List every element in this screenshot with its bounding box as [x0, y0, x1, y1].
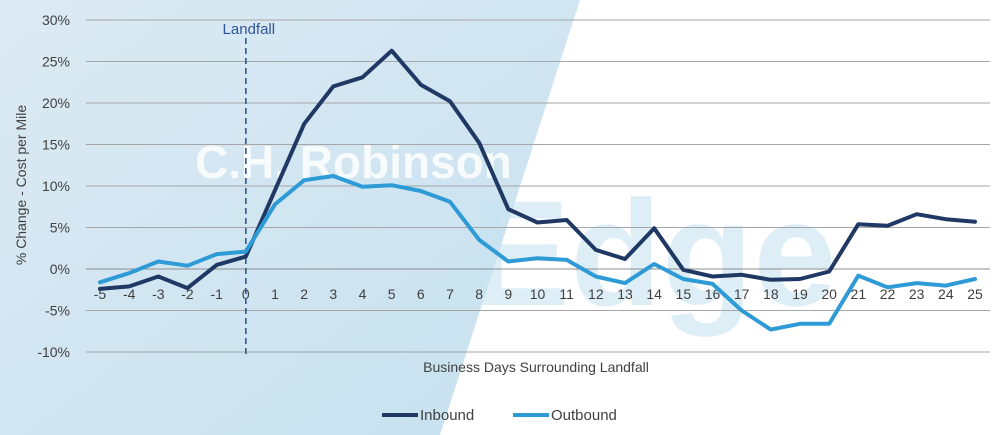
x-tick-label: -3 — [152, 286, 165, 302]
x-tick-label: 17 — [734, 286, 750, 302]
x-tick-label: 9 — [504, 286, 512, 302]
x-tick-label: 15 — [676, 286, 692, 302]
series-lines — [98, 48, 977, 332]
landfall-label: Landfall — [223, 21, 276, 38]
x-tick-label: -1 — [210, 286, 223, 302]
y-tick-label: 0% — [50, 261, 70, 277]
x-tick-label: 24 — [938, 286, 954, 302]
y-tick-label: 5% — [50, 220, 70, 236]
y-tick-label: 20% — [42, 95, 70, 111]
legend: Inbound Outbound — [382, 407, 617, 424]
x-tick-label: 8 — [475, 286, 483, 302]
y-axis: -10% -5% 0% 5% 10% 15% 20% 25% 30% — [37, 12, 70, 360]
x-tick-label: 5 — [388, 286, 396, 302]
watermark-shape — [0, 0, 580, 435]
series-line-outbound — [98, 174, 977, 332]
y-tick-label: 15% — [42, 137, 70, 153]
x-tick-label: 23 — [909, 286, 925, 302]
x-tick-label: -4 — [123, 286, 136, 302]
y-axis-title: % Change - Cost per Mile — [13, 105, 29, 266]
legend-label-outbound: Outbound — [551, 407, 617, 424]
x-tick-label: 10 — [530, 286, 546, 302]
legend-label-inbound: Inbound — [420, 407, 474, 424]
x-tick-label: 19 — [792, 286, 808, 302]
series-line-inbound — [98, 48, 977, 291]
x-tick-label: 22 — [880, 286, 896, 302]
y-tick-label: 25% — [42, 54, 70, 70]
x-tick-label: 7 — [446, 286, 454, 302]
x-axis: -5-4-3-2-1012345678910111213141516171819… — [94, 286, 983, 302]
x-tick-label: 21 — [851, 286, 867, 302]
x-tick-label: 3 — [329, 286, 337, 302]
y-tick-label: 30% — [42, 12, 70, 28]
watermark-word: Edge — [470, 169, 837, 337]
x-tick-label: 1 — [271, 286, 279, 302]
x-tick-label: 6 — [417, 286, 425, 302]
y-tick-label: -10% — [37, 344, 70, 360]
watermark-background: C.H. Robinson Edge — [0, 0, 837, 435]
x-tick-label: 14 — [646, 286, 662, 302]
x-tick-label: -2 — [181, 286, 194, 302]
x-axis-title: Business Days Surrounding Landfall — [423, 359, 649, 375]
x-tick-label: 20 — [821, 286, 837, 302]
y-tick-label: 10% — [42, 178, 70, 194]
x-tick-label: 12 — [588, 286, 604, 302]
y-tick-label: -5% — [45, 303, 70, 319]
x-tick-label: 25 — [967, 286, 983, 302]
x-tick-label: 18 — [763, 286, 779, 302]
x-tick-label: 11 — [559, 286, 574, 302]
x-tick-label: 13 — [617, 286, 633, 302]
gridlines — [86, 19, 990, 353]
x-tick-label: 2 — [300, 286, 308, 302]
landfall-annotation: Landfall — [223, 21, 276, 356]
x-tick-label: 4 — [359, 286, 367, 302]
watermark-brand: C.H. Robinson — [195, 136, 512, 188]
